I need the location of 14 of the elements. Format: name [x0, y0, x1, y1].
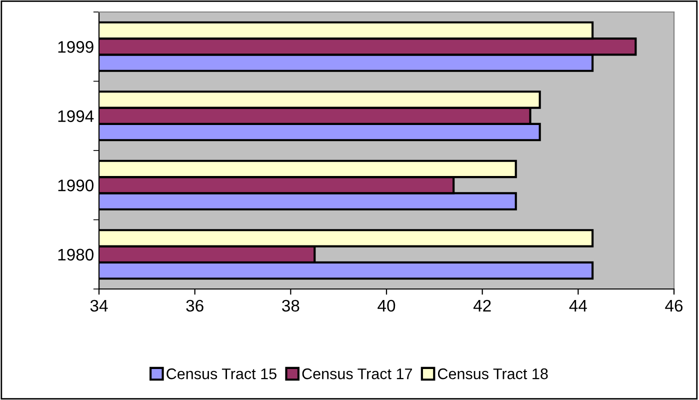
x-tick-label: 40 — [378, 300, 396, 312]
x-tick-label: 42 — [473, 300, 491, 312]
x-tick-label: 46 — [665, 300, 683, 312]
x-tick-label: 36 — [186, 300, 204, 312]
y-tick-label: 1990 — [58, 180, 94, 192]
x-tick-label: 38 — [282, 300, 300, 312]
legend-label: Census Tract 15 — [166, 368, 276, 380]
legend-label: Census Tract 17 — [302, 368, 412, 380]
y-tick-label: 1980 — [58, 248, 94, 261]
y-tick-label: 1994 — [58, 110, 94, 122]
x-tick-label: 34 — [90, 300, 108, 312]
y-tick-label: 1999 — [58, 41, 94, 53]
x-tick-label: 44 — [569, 300, 587, 312]
legend-label: Census Tract 18 — [438, 368, 548, 380]
